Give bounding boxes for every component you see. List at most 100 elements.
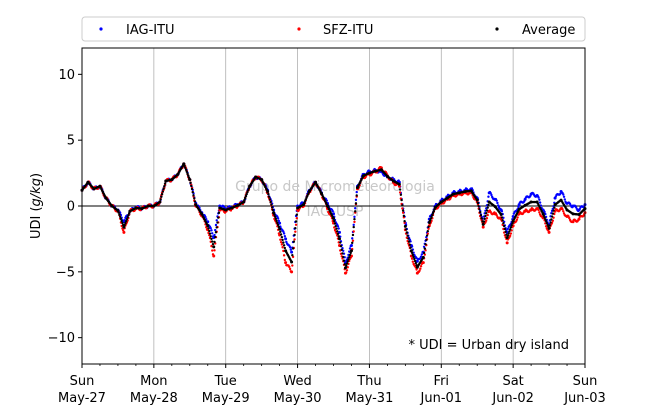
data-point-fill (538, 211, 541, 214)
data-point-fill (209, 235, 212, 238)
data-point-fill (487, 203, 490, 207)
data-point-fill (496, 204, 500, 207)
data-point-fill (495, 199, 498, 202)
data-point-fill (544, 225, 548, 228)
data-point-fill (568, 216, 571, 220)
data-point-fill (355, 190, 358, 194)
data-point-fill (187, 174, 190, 177)
data-point-fill (216, 221, 219, 224)
data-point-fill (409, 246, 412, 249)
data-point-fill (544, 218, 547, 221)
data-point-fill (430, 215, 433, 218)
data-point-fill (245, 192, 248, 196)
data-point-fill (559, 192, 562, 195)
data-point-fill (333, 222, 337, 225)
data-point-fill (353, 215, 356, 219)
data-point-fill (422, 251, 426, 255)
data-point (158, 200, 162, 204)
data-point-fill (281, 238, 284, 242)
data-point-fill (479, 211, 482, 214)
watermark-line-1: Grupo de Micrometeorologia (235, 179, 435, 195)
data-point-fill (485, 209, 489, 212)
data-point-fill (348, 255, 351, 259)
data-point (517, 203, 521, 207)
x-tick-label-date: May-29 (202, 391, 250, 406)
data-point-fill (484, 214, 487, 218)
data-point-fill (341, 252, 344, 255)
data-point (188, 178, 192, 182)
data-point-fill (342, 259, 346, 262)
data-point-fill (159, 198, 162, 201)
data-point-fill (412, 255, 415, 259)
data-point-fill (407, 240, 411, 243)
data-point-fill (119, 217, 123, 221)
data-point-fill (270, 206, 274, 209)
data-point-fill (193, 197, 196, 200)
data-point-fill (282, 232, 286, 235)
data-point-fill (125, 217, 129, 221)
data-point-fill (407, 237, 410, 240)
data-point-fill (553, 206, 556, 209)
legend-label-average: Average (522, 23, 575, 38)
data-point-fill (550, 218, 553, 221)
data-point (343, 266, 347, 270)
data-point-fill (210, 229, 213, 232)
data-point-fill (420, 253, 424, 256)
x-tick-label-day: Thu (356, 374, 381, 389)
data-point (349, 244, 353, 247)
data-point (505, 236, 509, 240)
data-point-fill (561, 208, 564, 211)
data-point-fill (538, 198, 541, 201)
x-tick-label-day: Sun (573, 374, 598, 389)
data-point-fill (398, 188, 402, 191)
data-point-fill (193, 200, 197, 203)
data-point-fill (120, 219, 123, 223)
data-point-fill (209, 226, 212, 230)
data-point-fill (562, 210, 565, 213)
data-point (481, 222, 485, 226)
data-point (332, 217, 335, 221)
data-point (272, 211, 276, 215)
x-tick-label-date: May-31 (345, 391, 393, 406)
watermark: Grupo de Micrometeorologia IAG-USP (235, 179, 435, 220)
data-point-fill (402, 214, 406, 218)
data-point-fill (294, 220, 298, 223)
data-point-fill (562, 195, 566, 199)
data-point-fill (477, 204, 480, 208)
data-point-fill (351, 239, 355, 242)
data-point-fill (276, 221, 279, 225)
data-point-fill (281, 246, 284, 249)
data-point-fill (403, 221, 406, 225)
data-point-fill (489, 191, 492, 195)
data-point-fill (517, 205, 520, 209)
data-point (409, 249, 413, 253)
data-point-fill (190, 184, 193, 188)
data-point-fill (354, 207, 357, 210)
data-point-fill (280, 235, 284, 239)
series-average (80, 162, 587, 270)
data-point-fill (537, 208, 540, 212)
data-point-fill (160, 195, 163, 198)
data-point-fill (275, 219, 278, 223)
data-point-fill (413, 257, 416, 261)
data-point-fill (428, 219, 432, 222)
data-point-fill (244, 194, 248, 198)
data-point-fill (348, 247, 352, 250)
data-point-fill (270, 203, 273, 206)
data-point-fill (348, 253, 352, 257)
data-point-fill (562, 193, 565, 196)
data-point-fill (508, 234, 512, 238)
data-point (290, 270, 294, 274)
data-point-fill (496, 201, 499, 205)
data-point-fill (283, 235, 287, 238)
data-point-fill (288, 267, 292, 271)
data-point (212, 254, 216, 258)
data-point (122, 230, 126, 234)
data-point-fill (336, 225, 340, 228)
data-point-fill (508, 230, 511, 233)
data-point (421, 261, 425, 265)
data-point-fill (490, 193, 493, 197)
data-point-fill (274, 217, 278, 220)
data-point-fill (345, 269, 349, 272)
data-point (290, 250, 294, 254)
